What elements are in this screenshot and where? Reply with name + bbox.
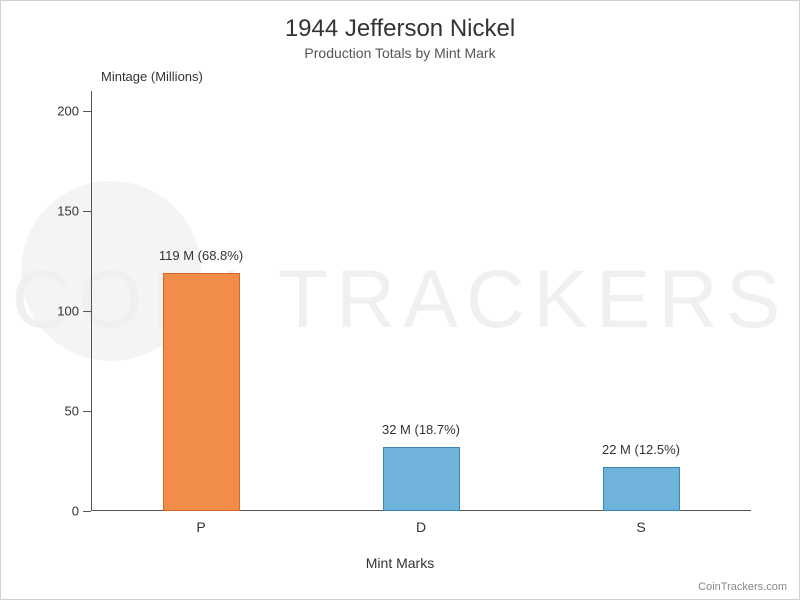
- y-axis-title: Mintage (Millions): [101, 69, 203, 84]
- x-tick-label: S: [636, 519, 645, 535]
- y-tick: [83, 411, 91, 412]
- y-tick: [83, 111, 91, 112]
- bar-P: 119 M (68.8%): [163, 273, 240, 511]
- bar-label: 119 M (68.8%): [159, 248, 243, 263]
- y-tick: [83, 511, 91, 512]
- y-tick: [83, 311, 91, 312]
- y-tick-label: 50: [65, 404, 79, 419]
- bar-D: 32 M (18.7%): [383, 447, 460, 511]
- plot-area: 050100150200 119 M (68.8%)P32 M (18.7%)D…: [91, 91, 751, 511]
- y-tick-label: 150: [57, 204, 79, 219]
- bar-label: 22 M (12.5%): [602, 442, 680, 457]
- attribution-text: CoinTrackers.com: [698, 581, 787, 593]
- x-tick-label: D: [416, 519, 426, 535]
- y-tick-label: 100: [57, 304, 79, 319]
- chart-subtitle: Production Totals by Mint Mark: [1, 45, 799, 61]
- x-tick-label: P: [196, 519, 205, 535]
- y-axis-line: [91, 91, 92, 511]
- y-tick-label: 200: [57, 104, 79, 119]
- chart-title: 1944 Jefferson Nickel: [1, 15, 799, 43]
- bar-S: 22 M (12.5%): [603, 467, 680, 511]
- y-tick: [83, 211, 91, 212]
- y-tick-label: 0: [72, 504, 79, 519]
- x-axis-title: Mint Marks: [1, 555, 799, 571]
- chart-container: COIN TRACKERS 1944 Jefferson Nickel Prod…: [0, 0, 800, 600]
- bar-label: 32 M (18.7%): [382, 422, 460, 437]
